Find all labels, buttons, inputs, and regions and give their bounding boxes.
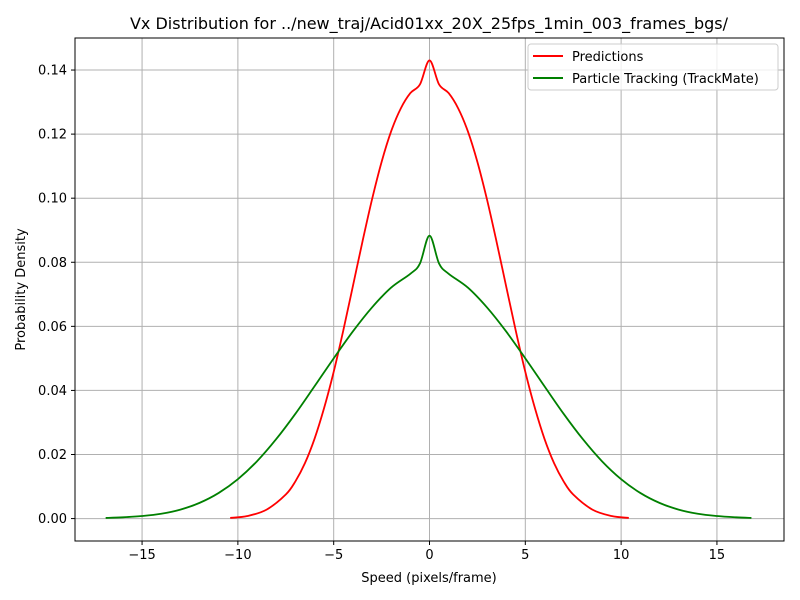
x-tick-label: −15 [128,548,155,563]
x-tick-label: 5 [521,548,529,563]
series-line-predictions [230,59,629,519]
legend-label-trackmate: Particle Tracking (TrackMate) [572,72,759,87]
legend: Predictions Particle Tracking (TrackMate… [527,43,779,91]
series-line-trackmate [105,234,752,519]
y-tick-label: 0.06 [38,320,67,335]
legend-box [527,43,779,91]
x-tick-label: −5 [324,548,343,563]
y-tick-label: 0.12 [38,128,67,143]
y-tick-label: 0.04 [38,384,67,399]
x-tick-label: −10 [224,548,251,563]
legend-label-predictions: Predictions [572,50,644,65]
x-axis-label: Speed (pixels/frame) [361,571,497,586]
x-axis-ticks: −15 −10 −5 0 5 10 15 [128,541,725,563]
chart-title: Vx Distribution for ../new_traj/Acid01xx… [130,14,729,34]
y-axis-label: Probability Density [14,228,29,351]
grid [75,38,784,541]
y-tick-label: 0.14 [38,64,67,79]
y-tick-label: 0.08 [38,256,67,271]
x-tick-label: 0 [425,548,433,563]
series-lines [105,59,752,519]
y-tick-label: 0.10 [38,192,67,207]
x-tick-label: 10 [613,548,630,563]
x-tick-label: 15 [709,548,726,563]
y-tick-label: 0.02 [38,448,67,463]
y-axis-ticks: 0.00 0.02 0.04 0.06 0.08 0.10 0.12 0.14 [38,64,75,527]
y-tick-label: 0.00 [38,512,67,527]
